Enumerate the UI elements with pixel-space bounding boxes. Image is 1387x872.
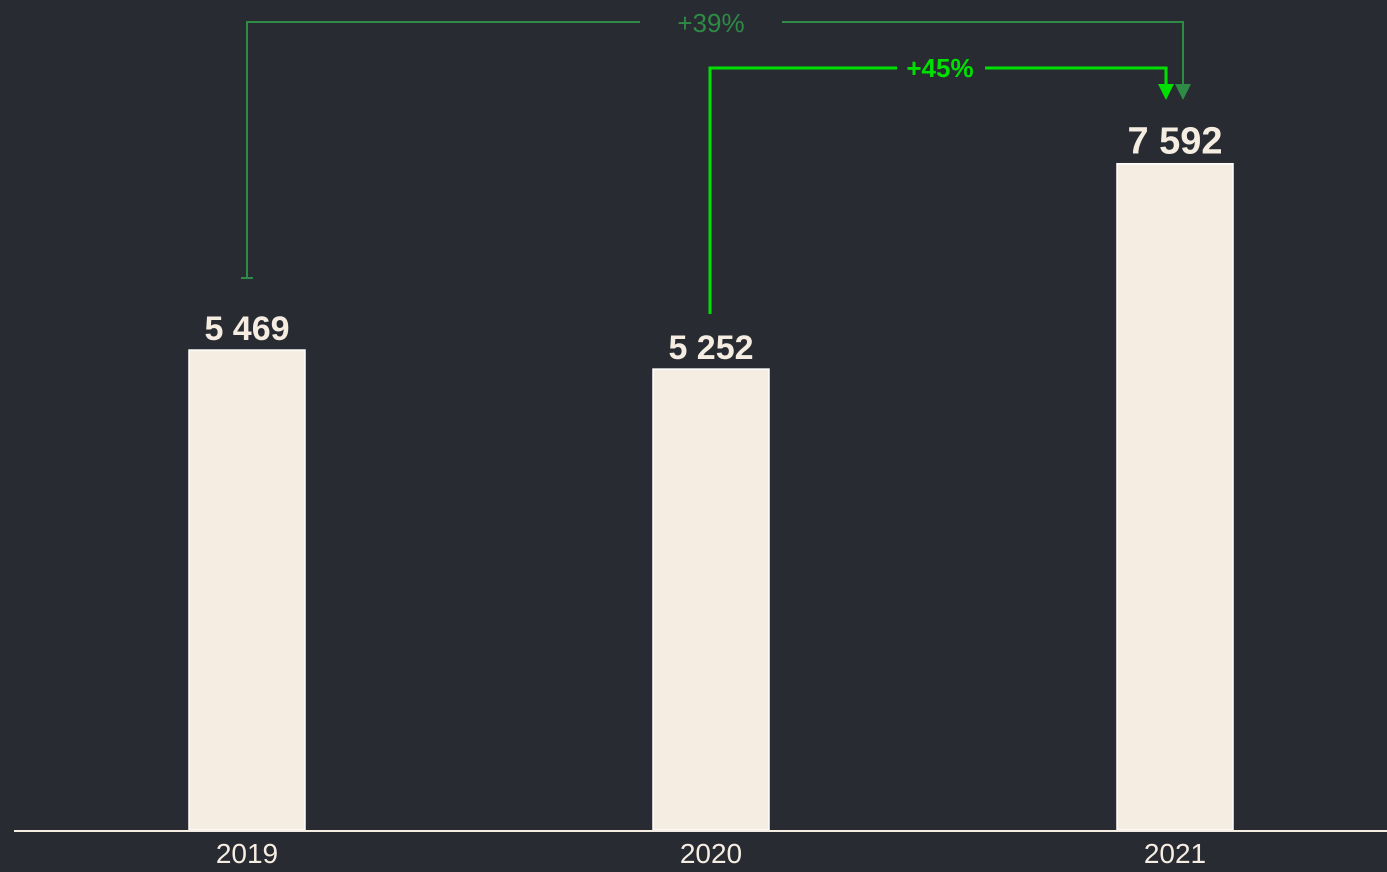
bar-2021 [1116, 162, 1234, 831]
growth-arrowhead-2020-2021 [1158, 84, 1174, 100]
growth-bracket-2019-2021-left [246, 21, 640, 278]
growth-arrowhead-2019-2021 [1175, 84, 1191, 100]
growth-label-2020-2021: +45% [906, 53, 973, 83]
growth-bracket-2020-2021-right [985, 66, 1168, 86]
data-label-2020: 5 252 [668, 329, 753, 367]
data-label-2019: 5 469 [204, 310, 289, 348]
growth-label-2019-2021: +39% [677, 8, 744, 38]
x-tick-label-2019: 2019 [216, 838, 278, 867]
data-label-2021: 7 592 [1127, 121, 1222, 163]
x-tick-label-2021: 2021 [1144, 838, 1206, 867]
bar-2019 [188, 349, 306, 831]
bar-2020 [652, 368, 770, 831]
x-tick-label-2020: 2020 [680, 838, 742, 867]
growth-bracket-2019-2021-right [782, 21, 1184, 86]
growth-bracket-2020-2021-left [708, 66, 897, 314]
